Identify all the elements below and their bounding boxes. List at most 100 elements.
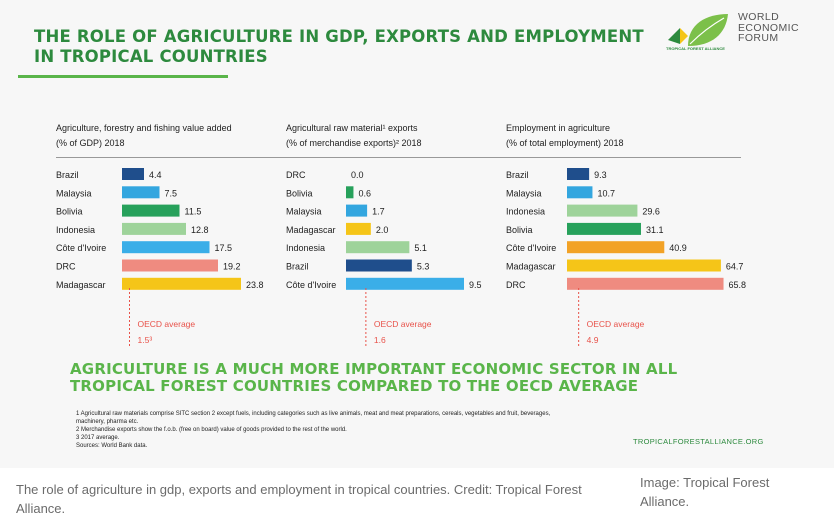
category-label: Indonesia	[56, 225, 95, 235]
bar	[567, 277, 724, 290]
value-label: 0.6	[358, 188, 371, 198]
footnote: machinery, pharma etc.	[76, 419, 139, 425]
value-label: 64.7	[726, 262, 744, 272]
image-credit: Image: Tropical Forest Alliance.	[640, 475, 770, 509]
chart-title: Agricultural raw material¹ exports (% of…	[286, 121, 422, 151]
employment-bar-chart: Brazil 9.3 Malaysia 10.7 Indonesia 29.6 Bolivi…	[506, 168, 747, 346]
chart-title-line: Agriculture, forestry and fishing value …	[56, 123, 232, 133]
value-label: 17.5	[215, 243, 233, 253]
footnotes: 1 Agricultural raw materials comprise SI…	[76, 410, 676, 450]
bar	[567, 222, 641, 235]
chart-title: Employment in agriculture (% of total em…	[506, 121, 624, 151]
oecd-value: 4.9	[587, 335, 599, 345]
value-label: 29.6	[642, 207, 660, 217]
category-label: Madagascar	[56, 280, 106, 290]
wef-line: ECONOMIC	[738, 21, 799, 34]
category-label: Bolivia	[286, 188, 313, 198]
category-label: Bolivia	[506, 225, 533, 235]
tropical-forest-alliance-logo	[668, 14, 728, 46]
value-label: 40.9	[669, 243, 687, 253]
oecd-value: 1.5³	[138, 335, 153, 345]
oecd-value: 1.6	[374, 335, 386, 345]
bar	[122, 241, 210, 254]
bar	[346, 204, 368, 217]
value-label: 0.0	[351, 170, 364, 180]
oecd-label: OECD average	[374, 319, 432, 329]
chart-title-line: Employment in agriculture	[506, 123, 611, 133]
value-label: 9.3	[594, 170, 607, 180]
category-label: Malaysia	[56, 188, 92, 198]
value-label: 9.5	[469, 280, 482, 290]
chart-title-line: Agricultural raw material¹ exports	[286, 123, 418, 133]
exports-chart-panel: Agricultural raw material¹ exports (% of…	[286, 118, 531, 353]
chart-title-rule	[286, 157, 521, 158]
category-label: Indonesia	[286, 243, 325, 253]
value-label: 7.5	[165, 188, 178, 198]
category-label: Brazil	[286, 262, 309, 272]
value-label: 1.7	[372, 207, 385, 217]
wef-line: FORUM	[738, 32, 779, 44]
chart-title: Agriculture, forestry and fishing value …	[56, 121, 232, 151]
category-label: Indonesia	[506, 207, 545, 217]
category-label: Madagascar	[506, 262, 556, 272]
category-label: Côte d'Ivoire	[56, 243, 106, 253]
bar	[122, 204, 180, 217]
category-label: Brazil	[506, 170, 529, 180]
category-label: Brazil	[56, 170, 79, 180]
bar	[122, 186, 160, 199]
chart-title-line: (% of merchandise exports)² 2018	[286, 138, 422, 148]
value-label: 19.2	[223, 262, 241, 272]
world-economic-forum-logo: WORLD ECONOMIC FORUM	[738, 12, 818, 44]
footnote: 1 Agricultural raw materials comprise SI…	[76, 411, 551, 417]
value-label: 65.8	[729, 280, 747, 290]
footnote: 2 Merchandise exports show the f.o.b. (f…	[76, 427, 347, 433]
category-label: Côte d'Ivoire	[506, 243, 556, 253]
source-url: TROPICALFORESTALLIANCE.ORG	[633, 437, 764, 446]
chart-title-rule	[506, 157, 741, 158]
employment-chart-panel: Employment in agriculture (% of total em…	[506, 118, 751, 353]
category-label: DRC	[56, 262, 76, 272]
gdp-bar-chart: Brazil 4.4 Malaysia 7.5 Bolivia 11.5 Indonesia…	[56, 168, 264, 346]
image-caption: The role of agriculture in gdp, exports …	[16, 482, 582, 516]
exports-bar-chart: DRC 0.0 Bolivia 0.6 Malaysia 1.7 Madagascar 2.0…	[286, 170, 482, 346]
value-label: 4.4	[149, 170, 162, 180]
value-label: 5.3	[417, 262, 430, 272]
value-label: 11.5	[185, 207, 202, 217]
bar	[567, 241, 665, 254]
value-label: 2.0	[376, 225, 389, 235]
category-label: DRC	[286, 170, 306, 180]
value-label: 10.7	[597, 188, 615, 198]
chart-title-line: (% of total employment) 2018	[506, 138, 624, 148]
chart-title-rule	[56, 157, 291, 158]
bar	[122, 168, 144, 180]
bar	[567, 259, 721, 272]
oecd-label: OECD average	[587, 319, 645, 329]
footnote: Sources: World Bank data.	[76, 443, 148, 449]
bar	[122, 222, 186, 235]
bar	[567, 204, 638, 217]
infographic: THE ROLE OF AGRICULTURE IN GDP, EXPORTS …	[18, 11, 818, 450]
wef-line: WORLD	[738, 11, 780, 23]
gdp-chart-panel: Agriculture, forestry and fishing value …	[56, 118, 301, 353]
bar	[346, 241, 410, 254]
oecd-label: OECD average	[138, 319, 196, 329]
bar	[567, 168, 590, 180]
value-label: 31.1	[646, 225, 664, 235]
tfa-logo-text: TROPICAL FOREST ALLIANCE	[666, 46, 725, 51]
footnote: 3 2017 average.	[76, 435, 120, 441]
category-label: Bolivia	[56, 207, 83, 217]
infographic-title: THE ROLE OF AGRICULTURE IN GDP, EXPORTS …	[34, 27, 644, 66]
category-label: DRC	[506, 280, 526, 290]
value-label: 5.1	[414, 243, 427, 253]
bar	[346, 222, 371, 235]
value-label: 23.8	[246, 280, 264, 290]
bar	[346, 259, 412, 272]
bar	[346, 277, 464, 290]
bar	[122, 259, 218, 272]
title-underline	[18, 75, 228, 78]
category-label: Malaysia	[286, 207, 322, 217]
value-label: 12.8	[191, 225, 209, 235]
category-label: Côte d'Ivoire	[286, 280, 336, 290]
category-label: Madagascar	[286, 225, 336, 235]
bar	[567, 186, 593, 199]
